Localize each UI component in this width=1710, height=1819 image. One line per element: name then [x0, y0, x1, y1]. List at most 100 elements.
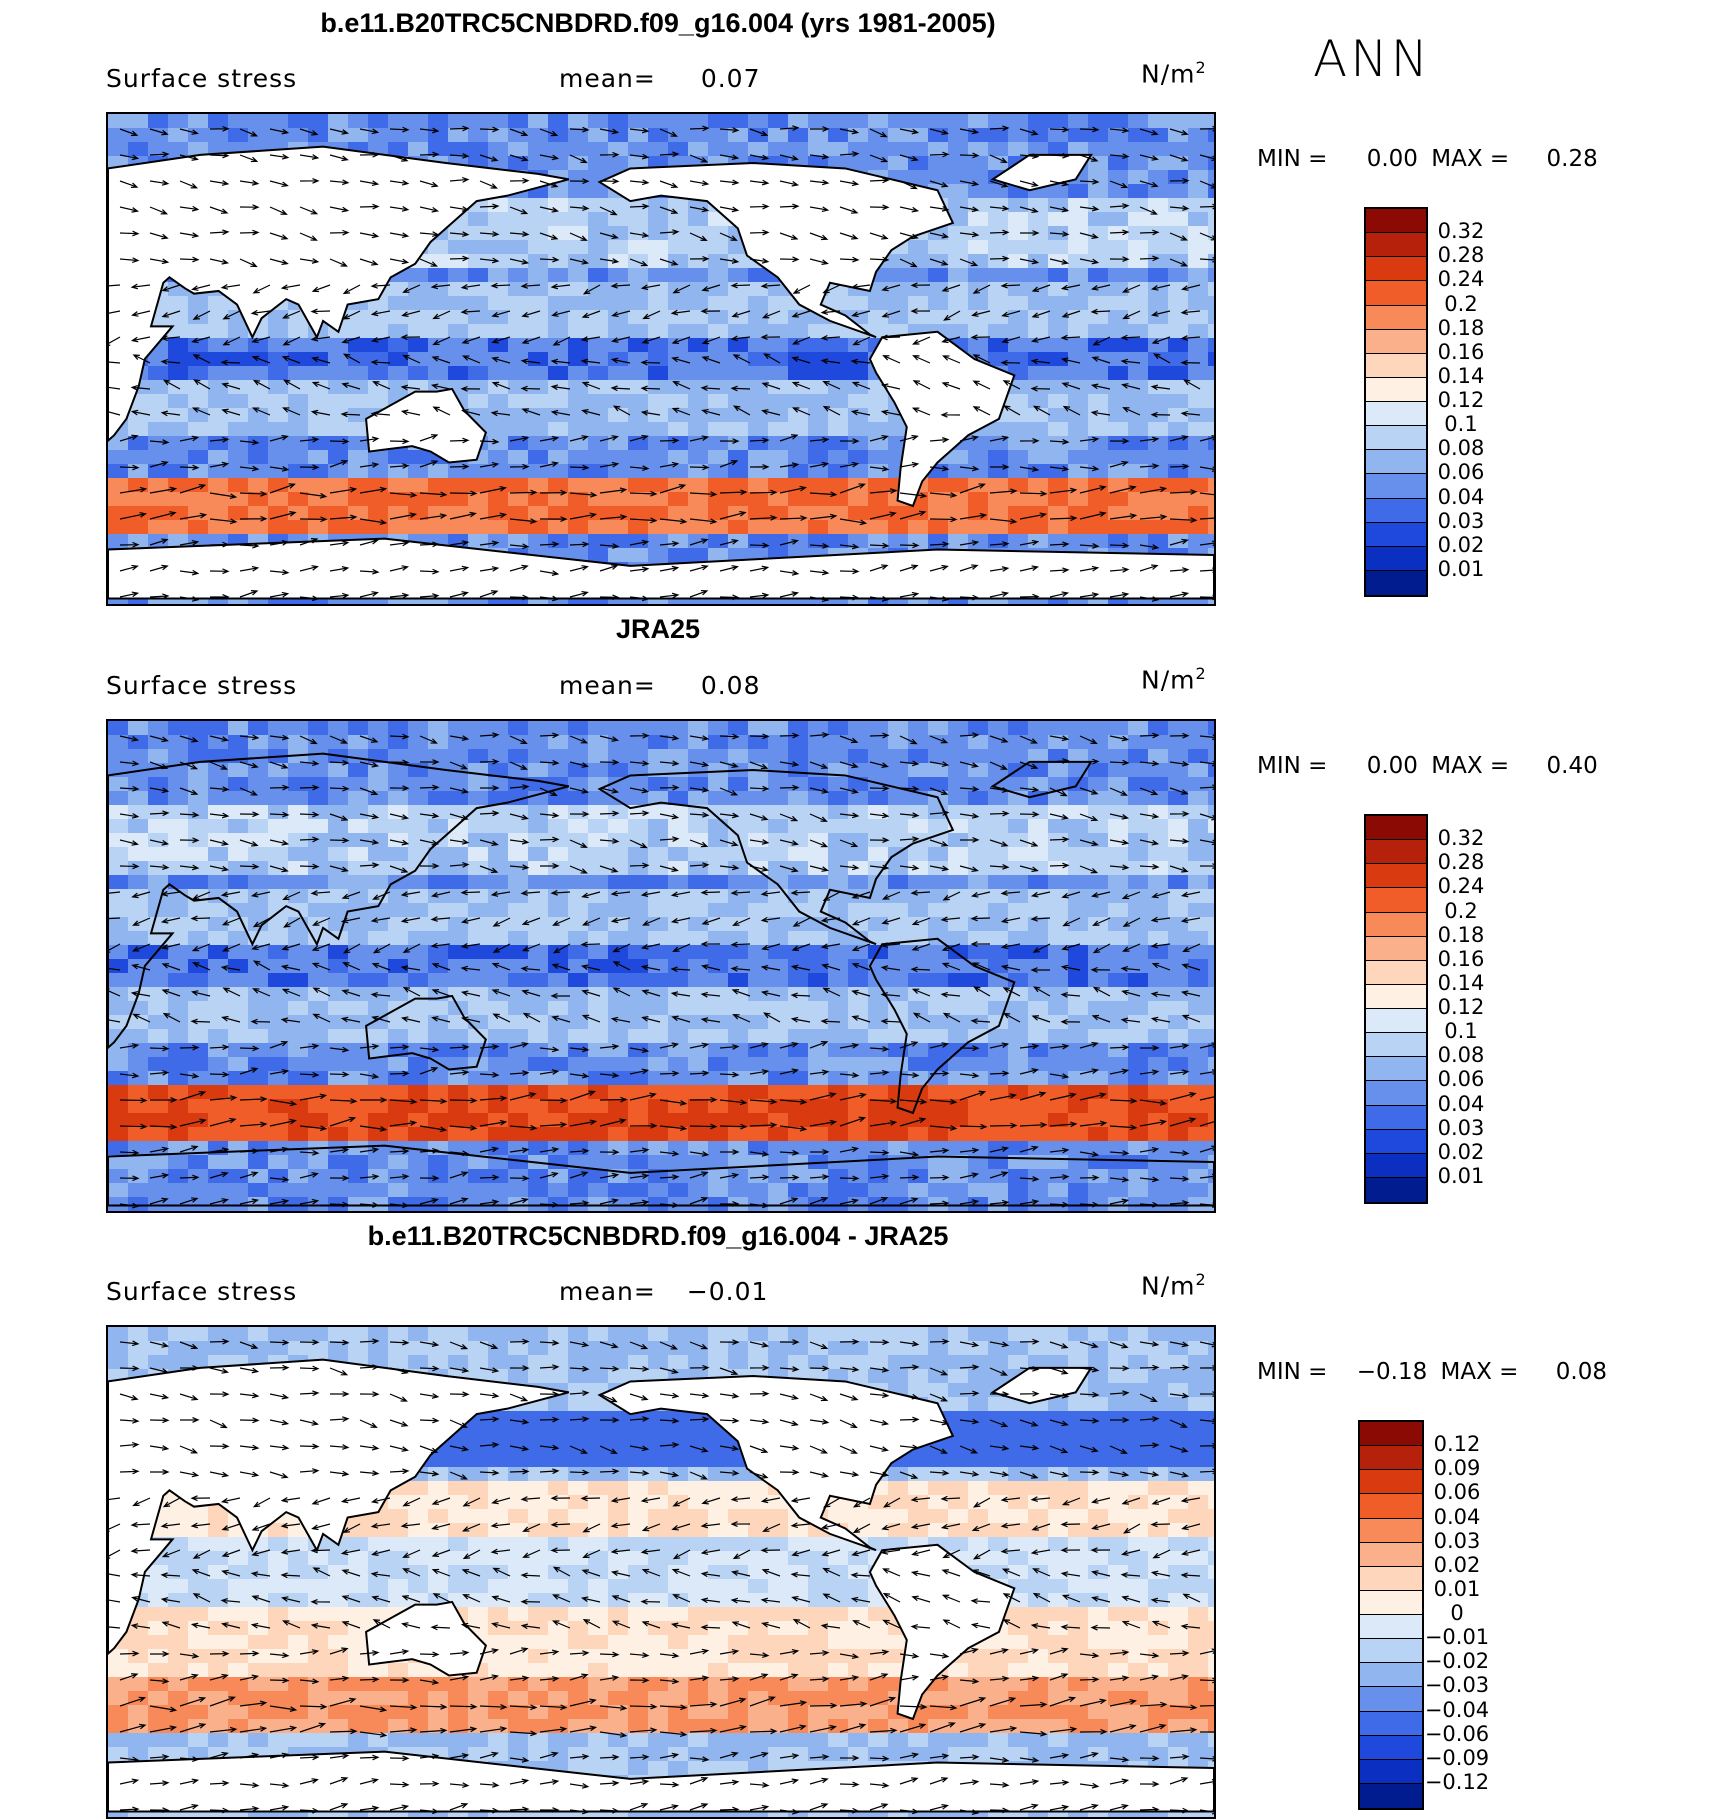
panel-3-title: b.e11.B20TRC5CNBDRD.f09_g16.004 - JRA25	[367, 1221, 949, 1251]
colorbar-tick-label: 0.28	[1437, 243, 1485, 268]
panel-1-map	[106, 112, 1216, 606]
colorbar-tick-label: 0.02	[1433, 1552, 1481, 1577]
colorbar-tick-label: −0.04	[1424, 1697, 1490, 1722]
colorbar-tick-label: 0.02	[1437, 1139, 1485, 1164]
colorbar-swatch	[1366, 426, 1426, 451]
colorbar-tick-label: 0.02	[1437, 532, 1485, 557]
panel-2-mean-label: mean=	[559, 671, 656, 700]
colorbar-tick-label: 0.01	[1433, 1576, 1481, 1601]
land-layer	[108, 145, 1214, 600]
panel-1-variable: Surface stress	[106, 64, 298, 93]
colorbar-tick-label: 0.1	[1444, 412, 1478, 437]
panel-2-colorbar	[1364, 814, 1428, 1204]
colorbar-tick-label: 0.24	[1437, 267, 1485, 292]
colorbar-tick-label: −0.02	[1424, 1649, 1490, 1674]
panel-1-colorbar	[1364, 207, 1428, 597]
colorbar-tick-label: −0.01	[1424, 1625, 1490, 1650]
colorbar-tick-label: 0.14	[1437, 363, 1485, 388]
colorbar-swatch	[1366, 840, 1426, 865]
panel-2-title: JRA25	[615, 614, 701, 644]
colorbar-swatch	[1360, 1470, 1422, 1495]
panel-3-mean: mean= −0.01	[559, 1277, 768, 1306]
land-layer	[108, 1358, 1214, 1813]
colorbar-swatch	[1360, 1711, 1422, 1736]
colorbar-tick-label: 0.01	[1437, 556, 1485, 581]
panel-3-min-value: −0.18	[1356, 1359, 1428, 1385]
colorbar-tick-label: 0.06	[1433, 1480, 1481, 1505]
colorbar-tick-label: −0.09	[1424, 1745, 1490, 1770]
colorbar-swatch	[1360, 1566, 1422, 1591]
colorbar-swatch	[1360, 1590, 1422, 1615]
colorbar-swatch	[1366, 257, 1426, 282]
colorbar-swatch	[1366, 888, 1426, 913]
colorbar-tick-label: 0	[1450, 1601, 1464, 1625]
colorbar-swatch	[1366, 816, 1426, 841]
colorbar-swatch	[1366, 522, 1426, 547]
panel-3-units: N/m2	[1141, 1270, 1207, 1300]
colorbar-swatch	[1366, 377, 1426, 402]
colorbar-tick-label: 0.32	[1437, 219, 1485, 244]
colorbar-tick-label: 0.03	[1437, 1115, 1485, 1140]
colorbar-swatch	[1360, 1494, 1422, 1519]
colorbar-tick-label: 0.08	[1437, 436, 1485, 461]
panel-2-mean-value: 0.08	[700, 671, 761, 700]
colorbar-swatch	[1360, 1615, 1422, 1640]
colorbar-swatch	[1366, 1177, 1426, 1202]
panel-3-max-label: MAX =	[1440, 1359, 1519, 1385]
colorbar-swatch	[1366, 402, 1426, 427]
colorbar-tick-label: 0.1	[1444, 1019, 1478, 1044]
colorbar-swatch	[1366, 1009, 1426, 1034]
panel-2-units-text: N/m	[1141, 665, 1196, 695]
wind-vector-layer	[108, 732, 1214, 1209]
colorbar-swatch	[1366, 960, 1426, 985]
colorbar-tick-label: 0.04	[1437, 1091, 1485, 1116]
panel-1-units-exp: 2	[1195, 58, 1207, 77]
colorbar-tick-label: 0.03	[1433, 1528, 1481, 1553]
panel-1-title: b.e11.B20TRC5CNBDRD.f09_g16.004 (yrs 198…	[320, 8, 996, 38]
colorbar-tick-label: 0.08	[1437, 1043, 1485, 1068]
colorbar-swatch	[1360, 1422, 1422, 1447]
colorbar-swatch	[1366, 474, 1426, 499]
panel-2-min-value: 0.00	[1366, 753, 1418, 779]
panel-3-units-text: N/m	[1141, 1271, 1196, 1301]
colorbar-swatch	[1366, 450, 1426, 475]
panel-2-minmax: MIN = 0.00 MAX = 0.40	[1257, 753, 1598, 779]
panel-2-units-exp: 2	[1195, 664, 1207, 683]
panel-1-max-value: 0.28	[1546, 146, 1598, 172]
colorbar-swatch	[1366, 1081, 1426, 1106]
colorbar-swatch	[1366, 329, 1426, 354]
panel-1-max-label: MAX =	[1431, 146, 1510, 172]
panel-2-max-label: MAX =	[1431, 753, 1510, 779]
colorbar-swatch	[1366, 984, 1426, 1009]
colorbar-swatch	[1366, 912, 1426, 937]
panel-3-min-label: MIN =	[1257, 1359, 1328, 1385]
colorbar-swatch	[1360, 1735, 1422, 1760]
colorbar-tick-label: 0.16	[1437, 946, 1485, 971]
colorbar-tick-label: 0.28	[1437, 850, 1485, 875]
panel-2-map	[106, 719, 1216, 1213]
colorbar-tick-label: 0.24	[1437, 874, 1485, 899]
wind-vector-layer	[108, 1338, 1214, 1815]
colorbar-tick-label: 0.2	[1444, 898, 1478, 923]
colorbar-swatch	[1360, 1687, 1422, 1712]
colorbar-swatch	[1366, 233, 1426, 258]
colorbar-tick-label: 0.06	[1437, 460, 1485, 485]
colorbar-swatch	[1360, 1663, 1422, 1688]
colorbar-swatch	[1360, 1446, 1422, 1471]
panel-1-minmax: MIN = 0.00 MAX = 0.28	[1257, 146, 1598, 172]
colorbar-tick-label: 0.18	[1437, 315, 1485, 340]
colorbar-tick-label: 0.2	[1444, 291, 1478, 316]
colorbar-tick-label: 0.12	[1433, 1432, 1481, 1457]
panel-1-mean-value: 0.07	[700, 64, 761, 93]
panel-3-units-exp: 2	[1195, 1270, 1207, 1289]
panel-1-mean-label: mean=	[559, 64, 656, 93]
colorbar-tick-label: 0.18	[1437, 922, 1485, 947]
colorbar-tick-label: 0.09	[1433, 1456, 1481, 1481]
colorbar-swatch	[1366, 305, 1426, 330]
colorbar-tick-label: 0.16	[1437, 339, 1485, 364]
field-layer	[108, 721, 1214, 1211]
panel-3-map-svg	[108, 1327, 1214, 1817]
season-label: ANN	[1313, 30, 1432, 88]
colorbar-swatch	[1366, 936, 1426, 961]
panel-3-minmax: MIN = −0.18 MAX = 0.08	[1257, 1359, 1607, 1385]
